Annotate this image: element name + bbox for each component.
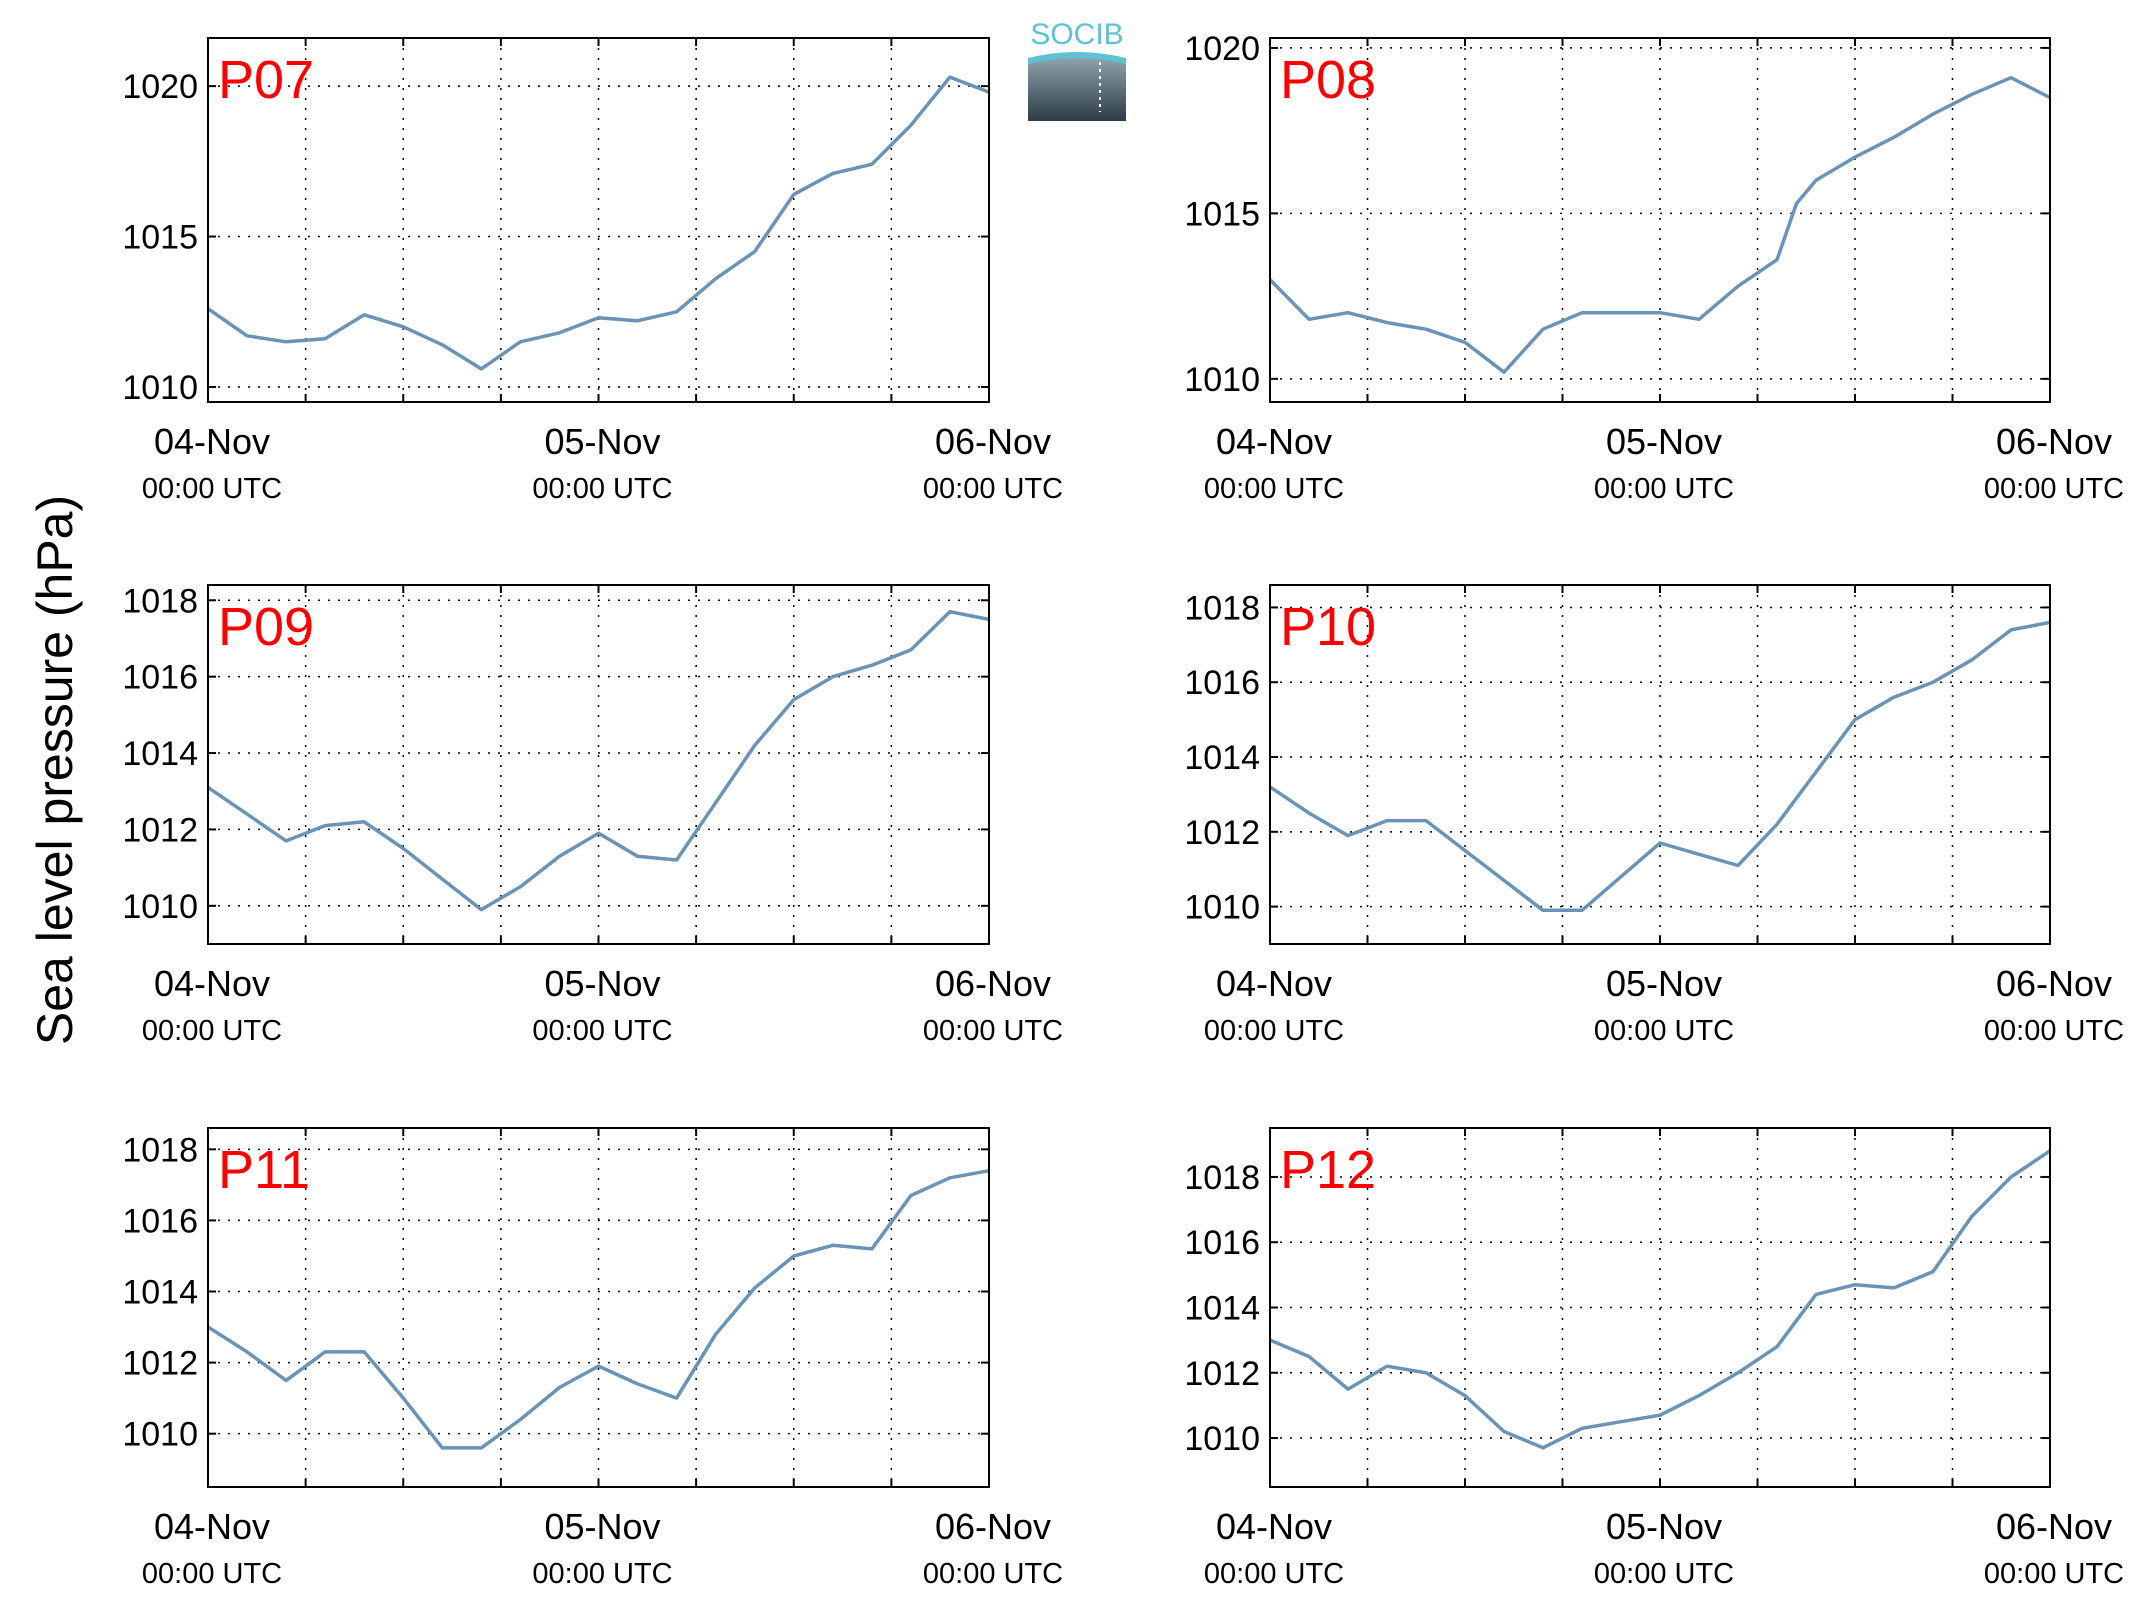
x-tick-label-time: 00:00 UTC	[1984, 473, 2124, 505]
x-tick-label-day: 04-Nov	[154, 1506, 270, 1547]
x-tick-label-time: 00:00 UTC	[142, 1558, 282, 1590]
x-tick-label-time: 00:00 UTC	[1204, 1558, 1344, 1590]
x-tick-label-day: 06-Nov	[935, 963, 1051, 1004]
y-tick-label: 1010	[122, 1416, 198, 1454]
y-tick-label: 1010	[122, 888, 198, 926]
panel-title: P09	[218, 597, 314, 657]
panel-title: P07	[218, 50, 314, 110]
x-tick-label-day: 04-Nov	[1216, 421, 1332, 462]
y-tick-label: 1016	[1184, 664, 1260, 702]
pressure-series-line	[207, 1168, 990, 1450]
x-tick-label-day: 06-Nov	[935, 1506, 1051, 1547]
x-tick-label-time: 00:00 UTC	[923, 473, 1063, 505]
x-tick-label-time: 00:00 UTC	[142, 473, 282, 505]
y-tick-label: 1012	[1184, 1355, 1260, 1393]
y-tick-label: 1015	[1184, 195, 1260, 233]
panel-p12: 1010 1012 1014 1016 1018 04-Nov 00:00 UTC 05-No…	[1184, 1127, 2124, 1590]
y-tick-label: 1010	[122, 369, 198, 407]
axes-frame	[207, 584, 990, 945]
y-tick-label: 1014	[1184, 1290, 1260, 1328]
y-tick-label: 1012	[1184, 814, 1260, 852]
pressure-series-line	[1269, 620, 2051, 913]
x-tick-label-day: 05-Nov	[1606, 421, 1722, 462]
y-tick-label: 1020	[122, 68, 198, 106]
y-tick-label: 1020	[1184, 30, 1260, 68]
x-tick-label-day: 06-Nov	[1996, 1506, 2112, 1547]
y-tick-label: 1010	[1184, 889, 1260, 927]
y-tick-label: 1018	[1184, 589, 1260, 627]
x-tick-label-time: 00:00 UTC	[1594, 1558, 1734, 1590]
logo-block	[1028, 58, 1126, 121]
panel-title: P12	[1280, 1140, 1376, 1200]
x-tick-label-time: 00:00 UTC	[532, 1015, 672, 1047]
x-tick-label-time: 00:00 UTC	[142, 1015, 282, 1047]
y-tick-label: 1016	[1184, 1224, 1260, 1262]
x-tick-label-time: 00:00 UTC	[1594, 473, 1734, 505]
y-tick-label: 1014	[122, 1274, 198, 1312]
x-tick-label-day: 05-Nov	[1606, 1506, 1722, 1547]
y-tick-label: 1012	[122, 1345, 198, 1383]
panel-title: P10	[1280, 597, 1376, 657]
socib-logo: SOCIB	[1028, 18, 1126, 121]
y-tick-label: 1015	[122, 219, 198, 257]
x-tick-label-day: 05-Nov	[1606, 963, 1722, 1004]
y-tick-label: 1016	[122, 1202, 198, 1240]
y-tick-label: 1014	[122, 735, 198, 773]
panel-p10: 1010 1012 1014 1016 1018 04-Nov 00:00 UTC 05-No…	[1184, 584, 2124, 1047]
panel-p08: 1010 1015 1020 04-Nov 00:00 UTC 05-Nov 00:00 U…	[1184, 30, 2124, 505]
x-tick-label-day: 06-Nov	[935, 421, 1051, 462]
panel-p11: 1010 1012 1014 1016 1018 04-Nov 00:00 UTC 05-No…	[122, 1127, 1063, 1590]
y-tick-label: 1010	[1184, 1420, 1260, 1458]
x-tick-label-time: 00:00 UTC	[532, 1558, 672, 1590]
pressure-series-line	[207, 609, 990, 912]
y-tick-label: 1018	[122, 1131, 198, 1169]
x-tick-label-time: 00:00 UTC	[923, 1558, 1063, 1590]
y-tick-label: 1014	[1184, 739, 1260, 777]
x-tick-label-time: 00:00 UTC	[923, 1015, 1063, 1047]
x-tick-label-day: 05-Nov	[544, 963, 660, 1004]
pressure-series-line	[207, 75, 990, 371]
x-tick-label-day: 04-Nov	[154, 963, 270, 1004]
x-tick-label-day: 05-Nov	[544, 1506, 660, 1547]
logo-wave	[1028, 52, 1126, 64]
y-tick-label: 1018	[122, 582, 198, 620]
y-axis-label: Sea level pressure (hPa)	[27, 495, 83, 1045]
x-tick-label-time: 00:00 UTC	[1594, 1015, 1734, 1047]
y-tick-label: 1016	[122, 659, 198, 697]
x-tick-label-day: 04-Nov	[154, 421, 270, 462]
x-tick-label-day: 05-Nov	[544, 421, 660, 462]
axes-frame	[1269, 584, 2051, 945]
x-tick-label-time: 00:00 UTC	[1984, 1558, 2124, 1590]
pressure-series-line	[1269, 1149, 2051, 1450]
x-tick-label-time: 00:00 UTC	[1984, 1015, 2124, 1047]
y-tick-label: 1012	[122, 811, 198, 849]
panel-p09: 1010 1012 1014 1016 1018 04-Nov 00:00 UTC 05-No…	[122, 582, 1063, 1047]
x-tick-label-time: 00:00 UTC	[532, 473, 672, 505]
x-tick-label-day: 06-Nov	[1996, 421, 2112, 462]
panel-p07: 1010 1015 1020 04-Nov 00:00 UTC 05-Nov 00:00 U…	[122, 37, 1063, 505]
panel-title: P08	[1280, 50, 1376, 110]
y-tick-label: 1010	[1184, 361, 1260, 399]
logo-text: SOCIB	[1030, 18, 1123, 51]
x-tick-label-day: 06-Nov	[1996, 963, 2112, 1004]
panel-title: P11	[218, 1140, 310, 1200]
x-tick-label-time: 00:00 UTC	[1204, 473, 1344, 505]
pressure-series-line	[1268, 75, 2051, 374]
x-tick-label-day: 04-Nov	[1216, 1506, 1332, 1547]
y-tick-label: 1018	[1184, 1159, 1260, 1197]
x-tick-label-time: 00:00 UTC	[1204, 1015, 1344, 1047]
x-tick-label-day: 04-Nov	[1216, 963, 1332, 1004]
